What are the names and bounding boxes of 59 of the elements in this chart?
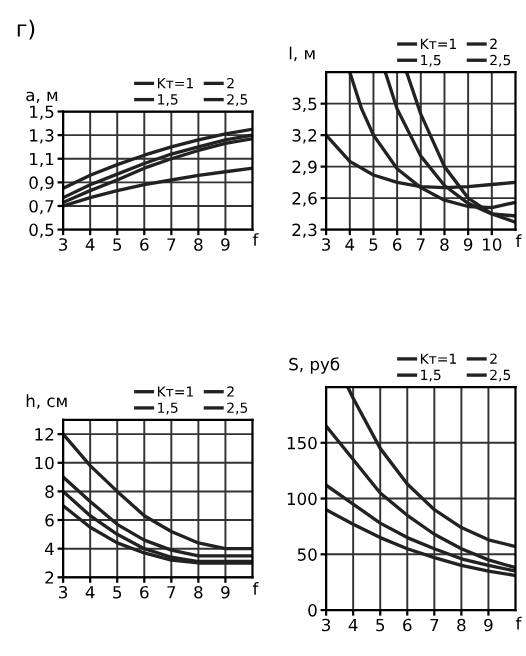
x-axis-title: f xyxy=(252,233,259,246)
y-tick-label: 3,5 xyxy=(292,97,317,112)
x-tick-label: 3 xyxy=(322,238,331,251)
y-tick-label: 2,3 xyxy=(292,223,317,238)
x-tick-label: 8 xyxy=(457,618,466,632)
x-tick-label: 8 xyxy=(194,585,203,599)
x-tick-label: 7 xyxy=(167,586,176,599)
x-axis-title: f xyxy=(515,616,522,630)
y-tick-label: 1,5 xyxy=(30,105,54,120)
y-tick-label: 50 xyxy=(297,548,317,561)
x-tick-label: 4 xyxy=(348,618,358,632)
y-axis-title: a, м xyxy=(26,91,58,103)
x-tick-label: 4 xyxy=(85,586,95,599)
x-tick-label: 5 xyxy=(369,238,378,251)
x-tick-label: 7 xyxy=(167,238,176,251)
x-tick-label: 6 xyxy=(140,585,149,599)
y-tick-label: 0,7 xyxy=(29,199,54,215)
x-tick-label: 4 xyxy=(345,238,355,251)
y-axis-title: l, м xyxy=(289,46,315,62)
x-tick-label: 8 xyxy=(194,238,203,251)
x-tick-label: 9 xyxy=(221,585,230,599)
x-tick-label: 6 xyxy=(140,238,149,251)
x-tick-label: 8 xyxy=(440,238,449,251)
y-tick-label: 2,6 xyxy=(292,192,317,207)
y-tick-label: 1,3 xyxy=(30,129,54,144)
y-tick-label: 2,9 xyxy=(292,160,317,175)
y-tick-label: 10 xyxy=(35,456,54,470)
x-tick-label: 5 xyxy=(376,618,385,632)
y-tick-label: 8 xyxy=(45,485,54,498)
y-tick-label: 4 xyxy=(45,542,54,555)
x-tick-label: 10 xyxy=(483,238,502,251)
y-axis-title: h, см xyxy=(26,394,67,409)
y-tick-label: 150 xyxy=(287,436,317,450)
x-axis-title: f xyxy=(515,234,522,247)
y-tick-label: 1,1 xyxy=(30,152,54,168)
y-tick-label: 3,2 xyxy=(292,129,317,144)
x-tick-label: 6 xyxy=(392,238,402,251)
x-tick-label: 9 xyxy=(221,238,230,251)
x-tick-label: 3 xyxy=(59,238,68,251)
y-tick-label: 12 xyxy=(35,428,54,441)
x-tick-label: 3 xyxy=(59,585,68,599)
chart-title: г) xyxy=(17,19,35,40)
x-tick-label: 9 xyxy=(484,618,493,632)
y-axis-title: S, руб xyxy=(289,357,340,374)
x-axis-title: f xyxy=(252,582,259,595)
x-tick-label: 7 xyxy=(416,238,425,251)
y-tick-label: 0,9 xyxy=(29,176,54,191)
x-tick-label: 9 xyxy=(463,238,473,251)
x-tick-label: 5 xyxy=(113,586,122,599)
x-tick-label: 4 xyxy=(85,238,95,251)
x-tick-label: 5 xyxy=(113,238,122,251)
x-tick-label: 6 xyxy=(403,618,412,632)
x-tick-label: 3 xyxy=(322,618,331,632)
y-tick-label: 0 xyxy=(308,604,317,617)
y-tick-label: 6 xyxy=(45,513,54,527)
x-tick-label: 7 xyxy=(430,618,439,632)
y-tick-label: 100 xyxy=(287,492,317,506)
y-tick-label: 0,5 xyxy=(29,223,54,238)
y-tick-label: 2 xyxy=(45,571,54,584)
